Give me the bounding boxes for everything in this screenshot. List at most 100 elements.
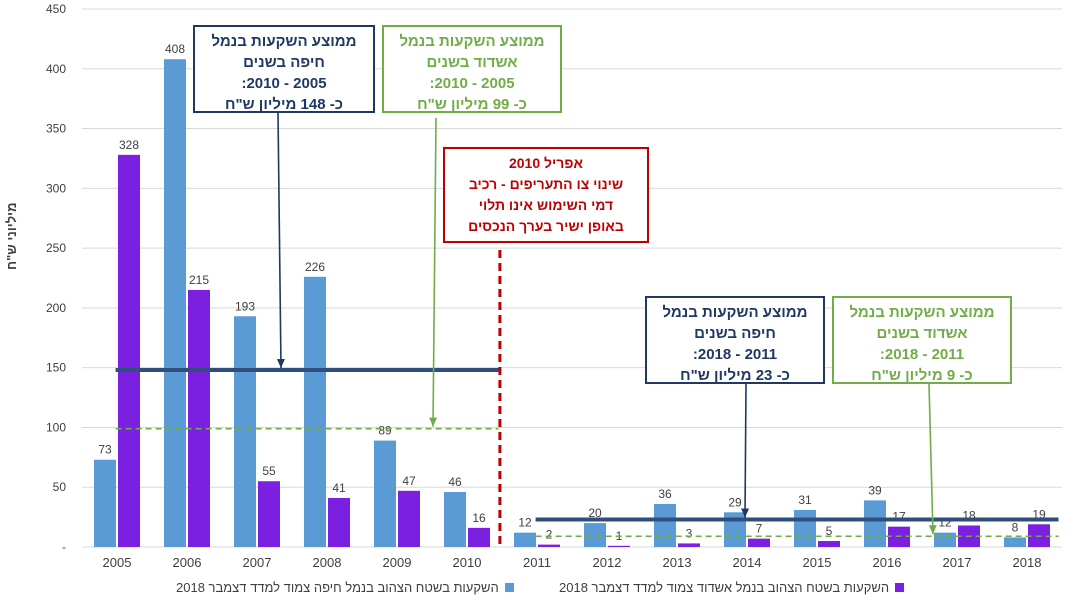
x-tick-label: 2018 — [1013, 555, 1042, 570]
annotation-haifa-2011-2018: ממוצע השקעות בנמל חיפה בשנים 2011 - 2018… — [645, 296, 825, 384]
data-label: 17 — [892, 510, 906, 524]
bar-ashdod — [398, 490, 420, 547]
annotation-ashdod-2005-2010: ממוצע השקעות בנמל אשדוד בשנים 2005 - 201… — [382, 25, 562, 113]
y-tick-label: 250 — [46, 241, 66, 255]
y-tick-label: 100 — [46, 420, 66, 434]
data-label: 55 — [262, 464, 276, 478]
y-tick-label: 400 — [46, 62, 66, 76]
annotation-ashdod-2011-2018: ממוצע השקעות בנמל אשדוד בשנים 2011 - 201… — [832, 296, 1012, 384]
annotation-line: באופן ישיר בערך הנכסים — [468, 218, 624, 234]
annotation-april-2010: אפריל 2010 שינוי צו התעריפים - רכיב דמי … — [443, 147, 649, 243]
annotation-line: אשדוד בשנים — [876, 325, 968, 342]
data-label: 215 — [189, 273, 209, 287]
y-tick-label: 150 — [46, 361, 66, 375]
x-tick-label: 2008 — [313, 555, 342, 570]
legend-swatch-ashdod — [895, 583, 905, 592]
annotation-haifa-2005-2010: ממוצע השקעות בנמל חיפה בשנים 2005 - 2010… — [193, 25, 375, 113]
data-label: 8 — [1012, 520, 1019, 534]
bar-haifa — [584, 523, 606, 547]
annotation-line: ממוצע השקעות בנמל — [399, 33, 545, 50]
legend-item-ashdod: השקעות בשטח הצהוב בנמל אשדוד צמוד למדד ד… — [559, 580, 905, 595]
bar-ashdod — [538, 544, 560, 547]
annotation-line: ממוצע השקעות בנמל — [211, 33, 357, 50]
data-label: 2 — [546, 528, 553, 542]
x-tick-label: 2012 — [593, 555, 622, 570]
data-label: 5 — [826, 524, 833, 538]
x-tick-label: 2017 — [943, 555, 972, 570]
data-label: 39 — [868, 483, 882, 497]
bar-haifa — [794, 509, 816, 547]
bar-ashdod — [118, 154, 140, 547]
arrow-ashdod-2005-2010 — [432, 117, 437, 427]
x-tick-label: 2009 — [383, 555, 412, 570]
legend-item-haifa: השקעות בשטח הצהוב בנמל חיפה צמוד למדד דצ… — [176, 580, 514, 595]
annotation-line: כ- 148 מיליון ש"ח — [224, 96, 344, 113]
y-tick-label: 50 — [53, 480, 67, 494]
bar-ashdod — [748, 538, 770, 547]
x-tick-label: 2016 — [873, 555, 902, 570]
bar-haifa — [234, 316, 256, 547]
annotation-line: ממוצע השקעות בנמל — [662, 304, 808, 321]
legend-label-haifa: השקעות בשטח הצהוב בנמל חיפה צמוד למדד דצ… — [176, 580, 499, 595]
annotation-line: חיפה בשנים — [694, 325, 776, 342]
x-tick-label: 2010 — [453, 555, 482, 570]
data-label: 41 — [332, 481, 346, 495]
arrow-ashdod-2011-2018-head — [928, 525, 937, 535]
arrow-haifa-2005-2010 — [277, 112, 282, 369]
bar-ashdod — [678, 543, 700, 547]
arrow-haifa-2011-2018 — [744, 383, 747, 518]
bar-ashdod — [188, 289, 210, 547]
bar-haifa — [444, 492, 466, 547]
bar-haifa — [934, 532, 956, 547]
annotation-line: 2005 - 2010: — [429, 75, 515, 92]
bar-ashdod — [468, 527, 490, 547]
legend-label-ashdod: השקעות בשטח הצהוב בנמל אשדוד צמוד למדד ד… — [559, 580, 890, 595]
y-tick-label: 450 — [46, 2, 66, 16]
legend-swatch-haifa — [504, 583, 514, 592]
annotation-line: 2011 - 2018: — [692, 346, 778, 363]
bar-haifa — [94, 459, 116, 547]
annotation-line: אשדוד בשנים — [426, 54, 518, 71]
arrow-ashdod-2005-2010-head — [429, 417, 438, 427]
y-tick-label: - — [62, 540, 66, 554]
data-label: 89 — [378, 424, 392, 438]
arrow-haifa-2005-2010-head — [276, 359, 285, 369]
data-label: 31 — [798, 493, 812, 507]
bar-haifa — [654, 503, 676, 547]
x-tick-label: 2006 — [173, 555, 202, 570]
data-label: 36 — [658, 487, 672, 501]
x-tick-label: 2015 — [803, 555, 832, 570]
y-axis-label: מיליוני ש"ח — [4, 202, 19, 270]
data-label: 328 — [119, 138, 139, 152]
y-tick-label: 350 — [46, 122, 66, 136]
data-label: 193 — [235, 299, 255, 313]
annotation-line: כ- 99 מיליון ש"ח — [417, 96, 527, 113]
x-tick-label: 2014 — [733, 555, 762, 570]
arrow-ashdod-2011-2018 — [928, 383, 934, 535]
data-label: 7 — [756, 522, 763, 536]
y-tick-label: 200 — [46, 301, 66, 315]
x-tick-label: 2005 — [103, 555, 132, 570]
data-label: 408 — [165, 42, 185, 56]
annotation-line: כ- 23 מיליון ש"ח — [680, 367, 790, 384]
arrow-haifa-2011-2018-head — [741, 508, 750, 518]
annotation-line: חיפה בשנים — [243, 54, 325, 71]
y-tick-label: 300 — [46, 181, 66, 195]
data-label: 3 — [686, 526, 693, 540]
bar-ashdod — [328, 497, 350, 547]
x-tick-label: 2011 — [523, 555, 551, 570]
bar-haifa — [514, 532, 536, 547]
annotation-line: שינוי צו התעריפים - רכיב — [468, 176, 624, 192]
data-label: 47 — [402, 474, 416, 488]
x-tick-label: 2007 — [243, 555, 272, 570]
annotation-line: 2011 - 2018: — [879, 346, 965, 363]
data-label: 12 — [518, 516, 532, 530]
data-label: 20 — [588, 506, 602, 520]
x-tick-label: 2013 — [663, 555, 692, 570]
annotation-line: כ- 9 מיליון ש"ח — [871, 367, 973, 384]
annotation-line: דמי השימוש אינו תלוי — [478, 197, 614, 213]
annotation-line: 2005 - 2010: — [241, 75, 327, 92]
bar-haifa — [374, 440, 396, 547]
